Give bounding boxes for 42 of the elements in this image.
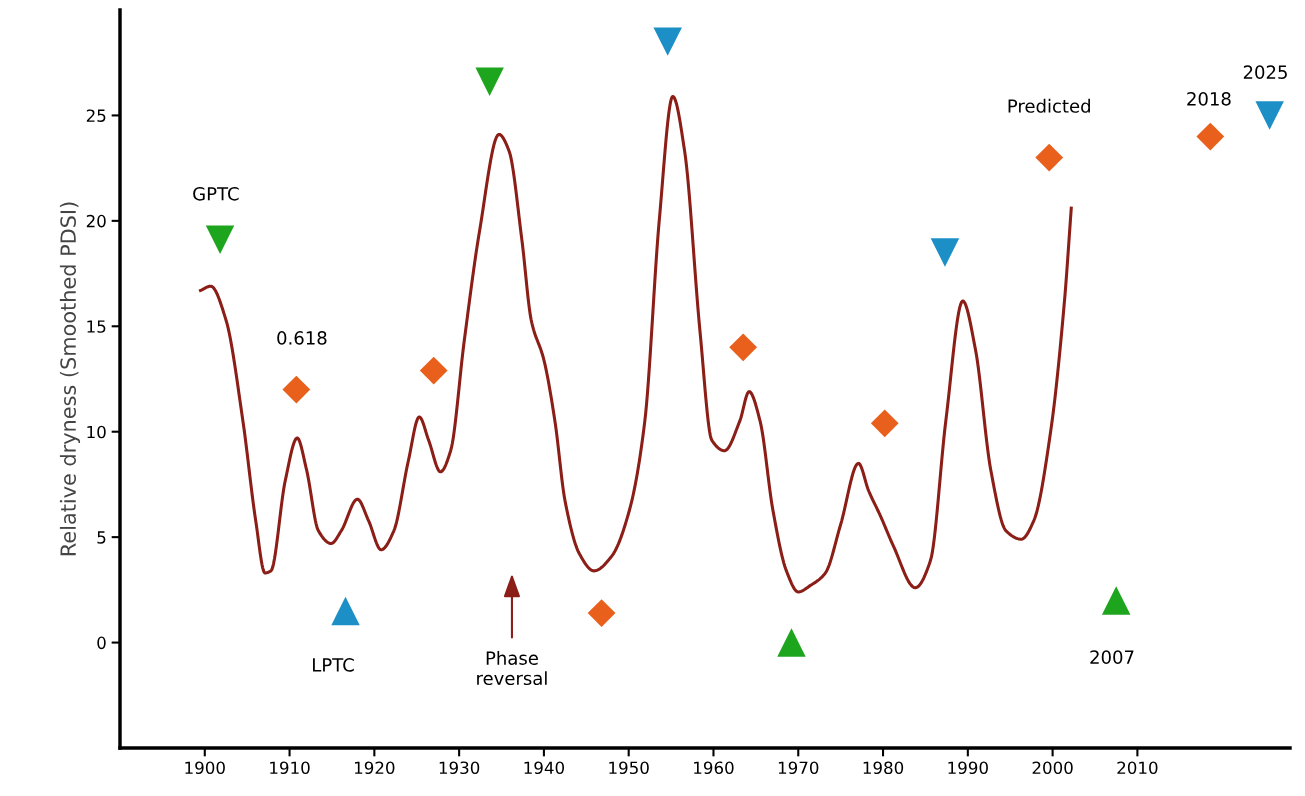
- x-tick-label: 1930: [439, 761, 480, 775]
- y-axis-title: Relative dryness (Smoothed PDSI): [59, 202, 81, 556]
- point: [653, 27, 682, 56]
- x-tick-label: 1980: [863, 761, 904, 775]
- annotation: 2018: [1187, 91, 1231, 106]
- y-tick-label: 25: [86, 109, 106, 122]
- x-tick-label: 1990: [948, 761, 988, 775]
- x-tick-label: 1900: [185, 761, 225, 775]
- annotation: 0.618: [277, 331, 327, 345]
- point: [331, 596, 360, 626]
- y-tick-label: 10: [87, 425, 106, 439]
- point: [1196, 122, 1225, 151]
- x-tick-label: 1950: [609, 761, 649, 775]
- x-tick-label: 2000: [1032, 761, 1073, 775]
- point: [475, 67, 504, 96]
- annotation: 2007: [1090, 650, 1134, 664]
- x-tick-label: 1970: [778, 761, 819, 775]
- point: [729, 333, 758, 362]
- y-tick-label: 20: [86, 214, 106, 228]
- point: [587, 599, 616, 627]
- point: [870, 409, 899, 438]
- x-tick-label: 1960: [694, 761, 734, 775]
- annotation: 2025: [1243, 65, 1287, 79]
- x-tick-label: 1910: [270, 761, 310, 775]
- x-tick-label: 2010: [1117, 761, 1158, 775]
- point: [777, 628, 806, 657]
- y-tick-label: 5: [97, 531, 106, 544]
- annotation: LPTC: [313, 658, 354, 672]
- y-tick-label: 0: [97, 636, 106, 650]
- point: [282, 375, 311, 404]
- annotation: Phase reversal: [477, 650, 547, 686]
- point: [1101, 586, 1131, 615]
- y-tick-label: 15: [87, 320, 106, 333]
- point: [1255, 101, 1284, 130]
- point: [419, 356, 448, 385]
- x-tick-label: 1940: [524, 761, 565, 775]
- point: [930, 238, 960, 267]
- annotation: GPTC: [193, 186, 239, 201]
- x-tick-label: 1920: [354, 761, 395, 775]
- point: [205, 225, 235, 255]
- point: [1035, 143, 1064, 172]
- annotation: Predicted: [1008, 98, 1090, 113]
